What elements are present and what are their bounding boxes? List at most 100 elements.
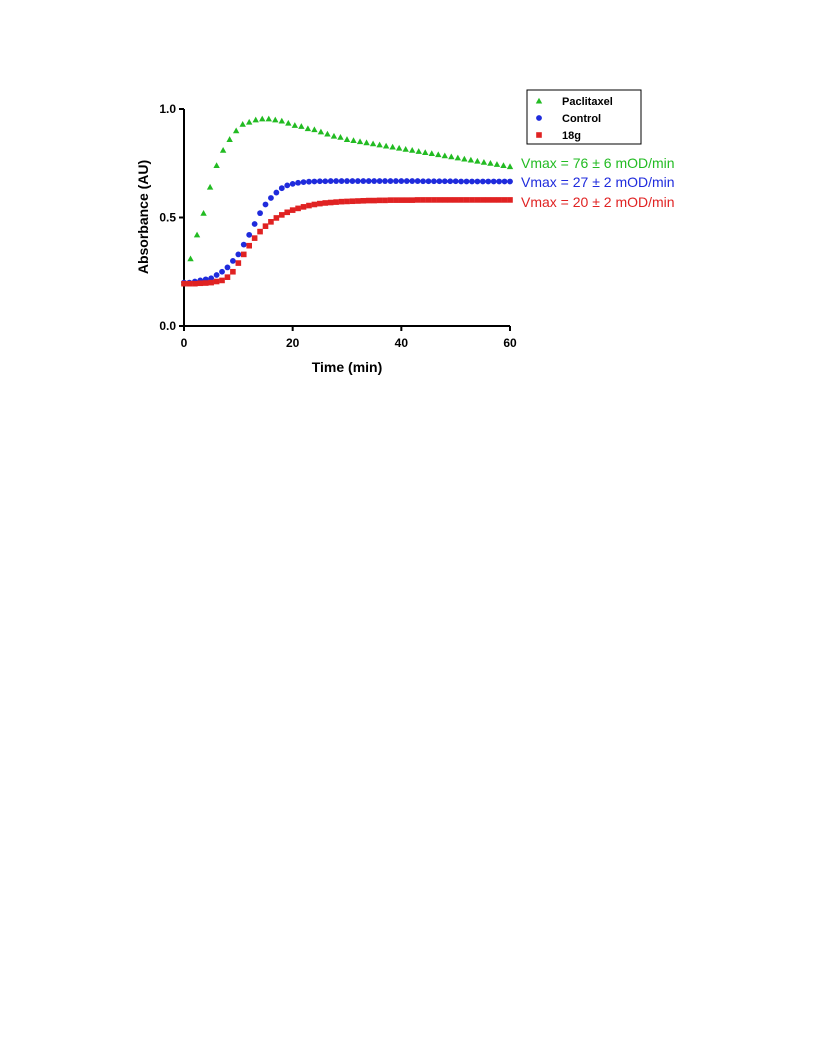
data-point-paclitaxel	[298, 123, 305, 129]
data-point-18g	[322, 200, 329, 206]
data-point-18g	[181, 280, 187, 287]
data-point-control	[246, 231, 253, 238]
data-point-18g	[376, 197, 383, 204]
data-point-18g	[403, 197, 410, 203]
data-point-paclitaxel	[200, 209, 207, 216]
data-point-control	[213, 272, 220, 278]
data-point-paclitaxel	[428, 150, 435, 157]
data-point-paclitaxel	[278, 117, 285, 124]
legend-label-control: Control	[562, 113, 601, 125]
data-point-control	[371, 178, 378, 184]
data-point-paclitaxel	[193, 231, 201, 238]
data-point-control	[306, 178, 312, 185]
data-point-control	[311, 178, 318, 185]
data-point-18g	[485, 197, 492, 203]
data-point-18g	[409, 197, 415, 203]
data-point-control	[469, 178, 475, 185]
data-point-paclitaxel	[259, 115, 266, 122]
data-point-paclitaxel	[480, 158, 488, 165]
data-point-18g	[480, 197, 486, 203]
data-point-control	[398, 178, 405, 184]
series-paclitaxel	[180, 115, 514, 286]
data-point-control	[230, 258, 236, 264]
data-point-control	[257, 210, 263, 217]
data-point-18g	[452, 197, 459, 203]
data-point-18g	[365, 197, 372, 204]
data-point-control	[344, 178, 350, 184]
data-point-control	[447, 178, 454, 185]
data-point-control	[420, 178, 426, 185]
data-point-control	[387, 178, 394, 184]
data-point-control	[436, 178, 443, 185]
data-point-paclitaxel	[304, 125, 312, 132]
vmax-annotations: Vmax = 76 ± 6 mOD/min Vmax = 27 ± 2 mOD/…	[521, 155, 675, 210]
data-point-paclitaxel	[395, 144, 403, 151]
data-point-paclitaxel	[213, 162, 220, 168]
data-point-18g	[431, 197, 437, 203]
data-point-18g	[202, 280, 209, 286]
data-point-paclitaxel	[317, 128, 325, 135]
legend-marker-control	[536, 115, 542, 121]
data-point-18g	[186, 280, 193, 287]
data-point-control	[354, 178, 361, 184]
data-point-paclitaxel	[441, 152, 448, 159]
data-point-paclitaxel	[187, 255, 194, 262]
data-point-control	[268, 195, 274, 201]
data-point-18g	[224, 274, 231, 280]
data-point-control	[409, 178, 416, 184]
data-point-18g	[279, 212, 285, 218]
data-point-control	[219, 268, 225, 275]
data-point-control	[507, 178, 513, 185]
data-point-paclitaxel	[239, 120, 246, 127]
data-point-18g	[442, 197, 448, 203]
data-point-control	[360, 178, 367, 184]
data-point-18g	[257, 228, 263, 235]
data-point-paclitaxel	[422, 149, 429, 155]
data-point-paclitaxel	[500, 162, 507, 168]
data-point-18g	[197, 280, 204, 287]
data-point-18g	[317, 200, 323, 207]
data-point-18g	[273, 215, 280, 221]
y-tick-label: 0.5	[159, 211, 176, 225]
data-series	[180, 115, 514, 287]
data-point-18g	[284, 209, 291, 216]
data-point-18g	[458, 197, 464, 203]
series-control	[181, 178, 513, 286]
data-point-control	[393, 178, 399, 184]
data-point-18g	[344, 198, 350, 205]
data-point-paclitaxel	[252, 116, 259, 123]
annotation-control: Vmax = 27 ± 2 mOD/min	[521, 174, 675, 190]
y-tick-label: 0.0	[159, 319, 176, 333]
data-point-control	[333, 178, 340, 184]
data-point-18g	[289, 207, 296, 213]
data-point-paclitaxel	[343, 136, 351, 142]
data-point-paclitaxel	[363, 139, 370, 146]
data-point-control	[403, 178, 410, 184]
data-point-18g	[387, 197, 394, 203]
data-point-control	[490, 178, 497, 185]
data-point-paclitaxel	[454, 154, 462, 161]
data-point-paclitaxel	[350, 137, 357, 144]
data-point-control	[289, 180, 296, 187]
legend-box	[526, 89, 642, 145]
data-point-paclitaxel	[382, 142, 390, 149]
data-point-18g	[393, 197, 399, 203]
data-point-18g	[436, 197, 443, 203]
data-point-paclitaxel	[330, 132, 338, 139]
data-point-paclitaxel	[291, 122, 299, 128]
data-point-18g	[414, 197, 421, 203]
x-tick-label: 20	[286, 336, 300, 350]
data-point-paclitaxel	[506, 163, 514, 170]
data-point-18g	[463, 197, 470, 203]
data-point-18g	[338, 198, 345, 205]
data-point-18g	[447, 197, 454, 203]
data-point-control	[485, 178, 492, 185]
data-point-18g	[251, 235, 258, 241]
data-point-control	[322, 178, 329, 185]
data-point-18g	[306, 202, 312, 209]
data-point-18g	[268, 219, 274, 225]
data-point-18g	[213, 278, 220, 285]
series-18g	[181, 197, 513, 287]
data-point-control	[338, 178, 345, 184]
